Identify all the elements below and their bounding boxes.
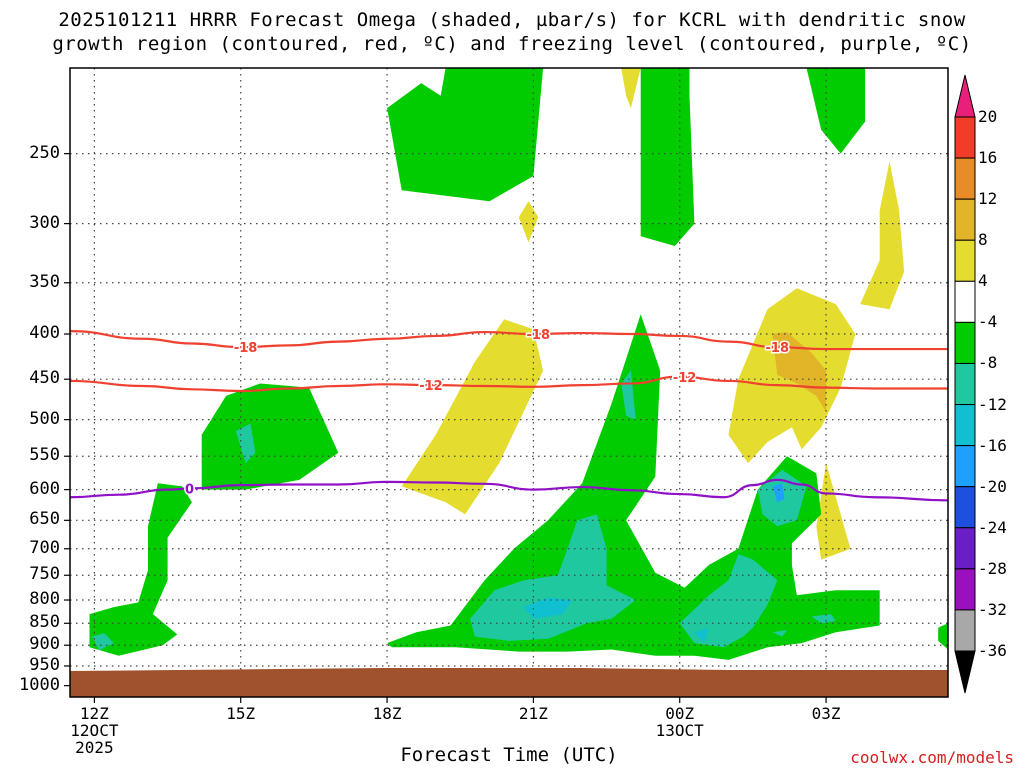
terrain-fill: [70, 667, 948, 697]
contour-label--18-0: -18: [234, 341, 258, 356]
x-tick-label-00Z: 00Z: [665, 704, 695, 723]
y-tick-label-250: 250: [29, 142, 60, 163]
y-tick-label-300: 300: [29, 212, 60, 233]
colorbar-band-20-to-16: [954, 116, 976, 159]
y-tick-label-850: 850: [29, 612, 60, 633]
colorbar-band--16-to--20: [954, 445, 976, 488]
omega-region-9: [387, 68, 544, 202]
omega-region-23: [694, 627, 709, 644]
colorbar-label-4: 4: [978, 271, 988, 291]
omega-region-13: [938, 623, 948, 650]
omega-region-5: [621, 68, 641, 109]
colorbar-label--20: -20: [978, 476, 1007, 496]
omega-region-17: [470, 514, 636, 641]
colorbar-band-8-to-4: [954, 239, 976, 282]
credit-link[interactable]: coolwx.com/models: [850, 748, 1014, 767]
colorbar-label-16: 16: [978, 148, 998, 168]
y-tick-label-450: 450: [29, 368, 60, 389]
x-axis-title: Forecast Time (UTC): [400, 744, 618, 766]
x-tick-label-21Z: 21Z: [518, 704, 548, 723]
y-tick-label-400: 400: [29, 323, 60, 343]
x-tick-label-15Z: 15Z: [226, 704, 256, 723]
colorbar-label-12: 12: [978, 189, 998, 209]
colorbar-band--24-to--28: [954, 527, 976, 570]
colorbar-label--32: -32: [978, 599, 1007, 619]
colorbar-band--12-to--16: [954, 404, 976, 447]
y-tick-label-350: 350: [29, 271, 60, 292]
y-tick-label-900: 900: [29, 634, 60, 655]
x-tick-label-03Z: 03Z: [811, 704, 841, 723]
omega-region-11: [806, 68, 866, 154]
y-tick-label-800: 800: [29, 589, 60, 610]
colorbar-label-20: 20: [978, 107, 998, 126]
chart-title-line-2: growth region (contoured, red, ºC) and f…: [52, 33, 972, 55]
colorbar-bottom-arrow: [954, 650, 976, 694]
colorbar-label--4: -4: [978, 312, 998, 332]
omega-region-21: [772, 630, 787, 637]
colorbar-label--36: -36: [978, 641, 1007, 660]
x-tick-sublabel-13OCT: 13OCT: [655, 721, 704, 740]
contour-label-0-0: 0: [185, 482, 194, 497]
omega-region-6: [772, 332, 827, 412]
omega-shading: [89, 68, 948, 660]
colorbar-band--28-to--32: [954, 568, 976, 611]
omega-region-2: [860, 161, 905, 310]
contour-label--18-2: -18: [766, 341, 790, 356]
omega-region-4: [518, 201, 539, 243]
contour--18: [69, 330, 948, 351]
contour-label--12-0: -12: [419, 379, 443, 394]
colorbar-label--24: -24: [978, 517, 1007, 537]
contour-label--12-1: -12: [673, 371, 697, 386]
omega-region-18: [679, 554, 778, 648]
x-tick-label-18Z: 18Z: [372, 704, 402, 723]
colorbar-label--28: -28: [978, 558, 1007, 578]
colorbar-label--12: -12: [978, 394, 1007, 414]
colorbar-label--16: -16: [978, 435, 1007, 455]
y-tick-label-500: 500: [29, 408, 60, 429]
colorbar-band--32-to--36: [954, 609, 976, 652]
y-tick-label-650: 650: [29, 509, 60, 530]
y-tick-label-1000: 1000: [19, 674, 60, 695]
colorbar-band--8-to--12: [954, 362, 976, 406]
colorbar-label-8: 8: [978, 230, 988, 250]
chart-title-line-1: 2025101211 HRRR Forecast Omega (shaded, …: [58, 9, 966, 31]
colorbar-band--20-to--24: [954, 486, 976, 529]
colorbar-band--4-to--8: [954, 321, 976, 364]
omega-region-20: [811, 614, 836, 624]
colorbar-band-4-to--4: [954, 280, 976, 323]
colorbar-band-16-to-12: [954, 157, 976, 200]
x-tick-label-12Z: 12Z: [79, 704, 109, 723]
y-tick-label-950: 950: [29, 654, 60, 675]
colorbar-top-arrow: [954, 74, 976, 118]
contour-0: [69, 478, 949, 502]
colorbar-label--8: -8: [978, 353, 998, 373]
y-tick-label-550: 550: [29, 445, 60, 466]
omega-region-0: [401, 319, 544, 515]
y-tick-label-750: 750: [29, 564, 60, 585]
omega-region-15: [235, 423, 256, 464]
contour-label--18-1: -18: [527, 328, 551, 343]
omega-region-14: [91, 633, 114, 651]
omega-region-10: [640, 68, 695, 246]
y-tick-label-600: 600: [29, 478, 60, 499]
x-tick-sublabel-12OCT: 12OCT: [70, 721, 119, 740]
omega-region-24: [772, 483, 785, 503]
omega-region-8: [201, 383, 339, 490]
contour--12: [69, 375, 948, 393]
y-tick-label-700: 700: [29, 537, 60, 558]
omega-region-7: [89, 483, 192, 656]
omega-region-22: [523, 597, 573, 619]
omega-region-3: [816, 463, 851, 560]
plot-frame: [69, 67, 949, 698]
x-tick-sublabel-2025: 2025: [75, 738, 114, 757]
colorbar-band-12-to-8: [954, 198, 976, 241]
